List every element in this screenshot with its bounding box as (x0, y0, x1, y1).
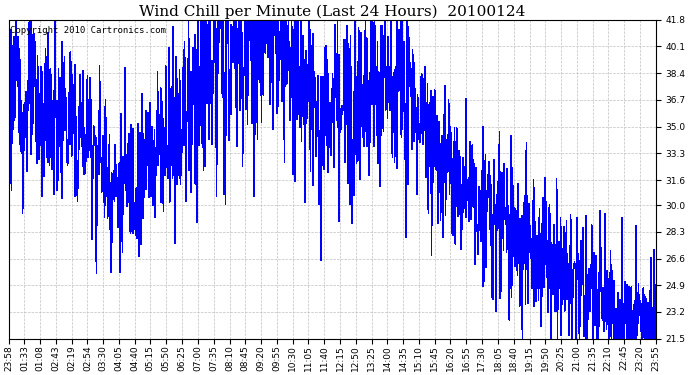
Title: Wind Chill per Minute (Last 24 Hours)  20100124: Wind Chill per Minute (Last 24 Hours) 20… (139, 4, 526, 18)
Text: Copyright 2010 Cartronics.com: Copyright 2010 Cartronics.com (10, 26, 166, 35)
